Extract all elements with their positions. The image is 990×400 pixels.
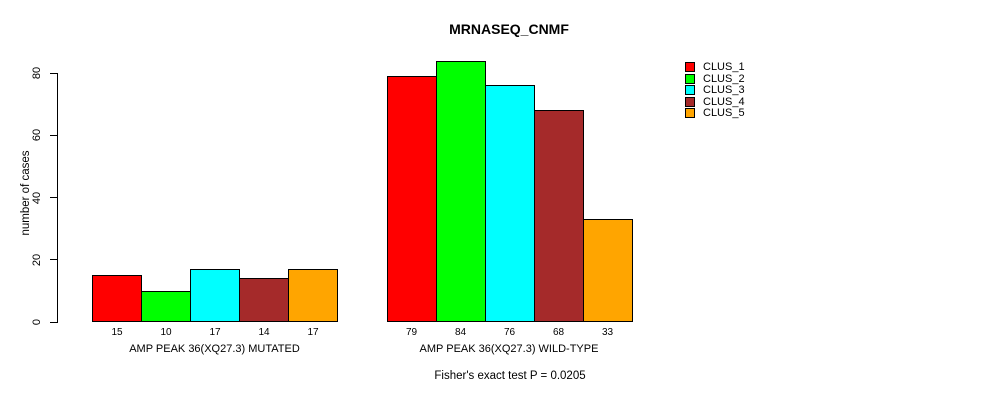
- bar-value-label: 17: [209, 327, 221, 338]
- bar-value-label: 15: [111, 327, 123, 338]
- y-axis-tick: [50, 197, 57, 198]
- legend-item-clus_2: CLUS_2: [685, 72, 745, 85]
- legend-item-clus_1: CLUS_1: [685, 61, 745, 73]
- legend-item-clus_3: CLUS_3: [685, 84, 745, 96]
- legend: CLUS_1 CLUS_2 CLUS_3 CLUS_4 CLUS_5: [685, 62, 745, 120]
- legend-item-clus_4: CLUS_4: [685, 95, 745, 108]
- y-axis-tick: [50, 321, 57, 323]
- legend-swatch-icon: [685, 85, 695, 95]
- y-axis-line: [57, 73, 58, 323]
- bar-value-label: 76: [503, 327, 516, 338]
- bar-value-label: 14: [258, 327, 270, 338]
- chart-title: MRNASEQ_CNMF: [449, 21, 569, 37]
- legend-label: CLUS_2: [703, 72, 745, 85]
- legend-label: CLUS_5: [703, 107, 745, 119]
- y-axis-tick: [50, 134, 57, 136]
- bar-value-label: 33: [601, 327, 614, 338]
- legend-label: CLUS_4: [703, 95, 745, 108]
- bar-CLUS_2-group-1: [435, 61, 486, 322]
- y-axis-tick: [50, 72, 57, 74]
- caption: Fisher's exact test P = 0.0205: [434, 370, 586, 382]
- legend-label: CLUS_1: [703, 61, 745, 73]
- bar-CLUS_3-group-1: [484, 85, 535, 322]
- legend-swatch-icon: [685, 108, 695, 118]
- group-label-0: AMP PEAK 36(XQ27.3) MUTATED: [129, 343, 300, 355]
- bar-value-label: 79: [405, 327, 418, 338]
- bar-CLUS_1-group-0: [92, 275, 142, 322]
- group-label-1: AMP PEAK 36(XQ27.3) WILD-TYPE: [419, 343, 599, 355]
- bar-CLUS_1-group-1: [386, 76, 437, 322]
- y-axis-tick: [50, 259, 57, 261]
- bar-value-label: 84: [454, 327, 467, 338]
- bar-CLUS_5-group-0: [288, 269, 338, 322]
- legend-swatch-icon: [685, 96, 695, 107]
- bar-value-label: 10: [160, 327, 172, 338]
- bar-CLUS_2-group-0: [141, 291, 191, 322]
- bar-CLUS_5-group-1: [582, 219, 633, 322]
- legend-label: CLUS_3: [703, 84, 745, 96]
- bar-value-label: 68: [552, 327, 565, 338]
- bar-CLUS_4-group-0: [239, 278, 289, 322]
- legend-item-clus_5: CLUS_5: [685, 107, 745, 119]
- bar-value-label: 17: [307, 327, 319, 338]
- legend-swatch-icon: [685, 62, 695, 72]
- bar-CLUS_3-group-0: [190, 269, 240, 322]
- bar-CLUS_4-group-1: [533, 110, 584, 322]
- legend-swatch-icon: [685, 73, 695, 84]
